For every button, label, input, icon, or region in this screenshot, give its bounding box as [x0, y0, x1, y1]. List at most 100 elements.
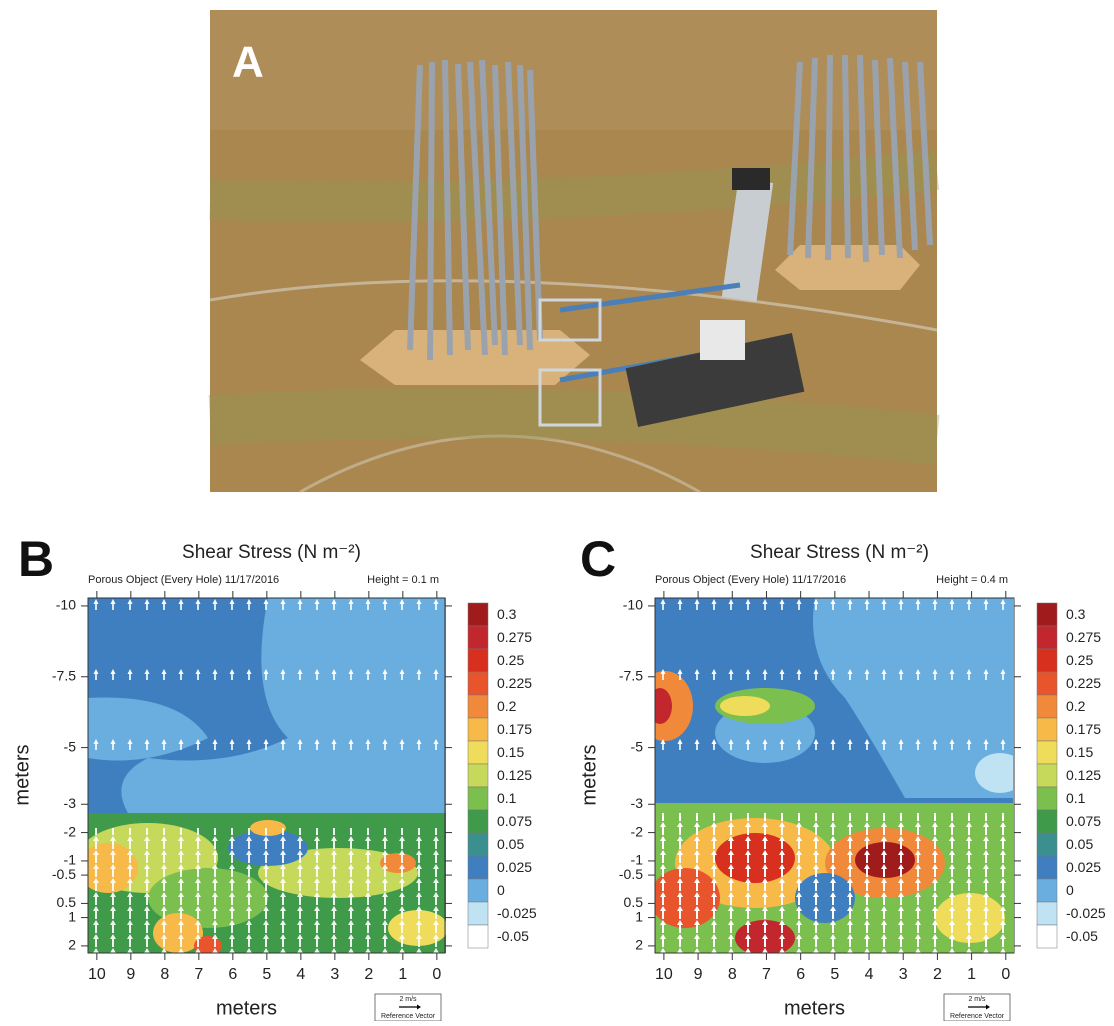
colorbar-label: 0.175 [1066, 721, 1101, 737]
colorbar-swatch [1036, 740, 1058, 765]
colorbar-label: 0.15 [1066, 744, 1093, 760]
reference-magnitude: 2 m/s [399, 996, 417, 1003]
colorbar-label: 0.1 [1066, 790, 1086, 806]
colorbar-swatch [1036, 625, 1058, 650]
colorbar-label: 0.125 [497, 767, 532, 783]
y-axis-label: meters [578, 744, 600, 805]
y-tick-label: -0.5 [619, 866, 643, 882]
y-tick-label: -1 [631, 852, 644, 868]
photo [208, 10, 940, 494]
y-tick-label: -7.5 [52, 667, 76, 683]
y-axis-label: meters [11, 744, 33, 805]
colorbar-swatch [1036, 855, 1058, 880]
x-tick-label: 3 [899, 966, 908, 983]
x-tick-label: 9 [126, 966, 135, 983]
colorbar-label: 0.075 [1066, 813, 1101, 829]
x-tick-label: 10 [655, 966, 673, 983]
colorbar-swatch [467, 740, 489, 765]
panel-letter: B [18, 531, 54, 587]
colorbar-label: 0.225 [1066, 675, 1101, 691]
colorbar-swatch [1036, 602, 1058, 627]
y-tick-label: -2 [631, 823, 644, 839]
y-tick-label: 2 [68, 937, 76, 953]
chart-title: Shear Stress (N m⁻²) [182, 542, 361, 563]
y-tick-label: 0.5 [57, 894, 77, 910]
colorbar-label: 0.1 [497, 790, 517, 806]
subtitle: Porous Object (Every Hole) 11/17/2016 [88, 574, 279, 586]
colorbar-label: -0.05 [1066, 928, 1098, 944]
reference-magnitude: 2 m/s [968, 996, 986, 1003]
colorbar-label: 0.025 [497, 859, 532, 875]
chart-title: Shear Stress (N m⁻²) [750, 542, 929, 563]
subtitle: Height = 0.1 m [367, 574, 439, 586]
y-tick-label: 1 [635, 908, 643, 924]
colorbar-swatch [1036, 878, 1058, 903]
x-tick-label: 6 [228, 966, 237, 983]
colorbar-swatch [467, 878, 489, 903]
y-tick-label: -3 [64, 795, 77, 811]
colorbar-label: 0.2 [1066, 698, 1086, 714]
x-tick-label: 0 [432, 966, 441, 983]
x-tick-label: 3 [330, 966, 339, 983]
colorbar-label: 0.3 [1066, 606, 1086, 622]
y-tick-label: -5 [631, 738, 644, 754]
colorbar-swatch [1036, 832, 1058, 857]
colorbar-label: 0 [497, 882, 505, 898]
colorbar-label: -0.05 [497, 928, 529, 944]
x-tick-label: 2 [933, 966, 942, 983]
colorbar-label: 0.075 [497, 813, 532, 829]
colorbar-swatch [467, 648, 489, 673]
colorbar-label: 0.125 [1066, 767, 1101, 783]
colorbar-label: 0.225 [497, 675, 532, 691]
x-tick-label: 7 [194, 966, 203, 983]
colorbar-label: 0.25 [497, 652, 524, 668]
colorbar-swatch [467, 901, 489, 926]
colorbar-swatch [467, 786, 489, 811]
x-tick-label: 1 [398, 966, 407, 983]
colorbar-swatch [1036, 924, 1058, 949]
y-tick-label: -0.5 [52, 866, 76, 882]
colorbar-label: -0.025 [1066, 905, 1106, 921]
y-tick-label: -5 [64, 738, 77, 754]
reference-label: Reference Vector [381, 1013, 436, 1020]
x-tick-label: 4 [865, 966, 874, 983]
x-tick-label: 10 [88, 966, 106, 983]
colorbar-swatch [467, 855, 489, 880]
reference-label: Reference Vector [950, 1013, 1005, 1020]
y-tick-label: -7.5 [619, 667, 643, 683]
colorbar-label: 0.025 [1066, 859, 1101, 875]
x-tick-label: 1 [967, 966, 976, 983]
colorbar-swatch [467, 832, 489, 857]
colorbar-swatch [1036, 763, 1058, 788]
colorbar-label: 0.25 [1066, 652, 1093, 668]
colorbar-swatch [467, 809, 489, 834]
x-axis-label: meters [784, 997, 845, 1019]
x-tick-label: 9 [694, 966, 703, 983]
x-tick-label: 2 [364, 966, 373, 983]
colorbar-swatch [1036, 786, 1058, 811]
x-tick-label: 5 [262, 966, 271, 983]
colorbar-swatch [467, 717, 489, 742]
subtitle: Porous Object (Every Hole) 11/17/2016 [655, 574, 846, 586]
colorbar-label: 0 [1066, 882, 1074, 898]
y-tick-label: -2 [64, 823, 77, 839]
y-tick-label: -3 [631, 795, 644, 811]
colorbar-swatch [1036, 901, 1058, 926]
x-tick-label: 8 [160, 966, 169, 983]
colorbar-swatch [467, 924, 489, 949]
x-tick-label: 4 [296, 966, 305, 983]
y-tick-label: 1 [68, 908, 76, 924]
y-tick-label: 0.5 [624, 894, 644, 910]
colorbar-label: 0.15 [497, 744, 524, 760]
colorbar-label: 0.05 [497, 836, 524, 852]
colorbar-label: 0.275 [1066, 629, 1101, 645]
colorbar-label: 0.175 [497, 721, 532, 737]
x-tick-label: 5 [830, 966, 839, 983]
colorbar-label: 0.2 [497, 698, 517, 714]
colorbar-label: -0.025 [497, 905, 537, 921]
colorbar-swatch [467, 625, 489, 650]
colorbar-swatch [467, 763, 489, 788]
colorbar-label: 0.3 [497, 606, 517, 622]
